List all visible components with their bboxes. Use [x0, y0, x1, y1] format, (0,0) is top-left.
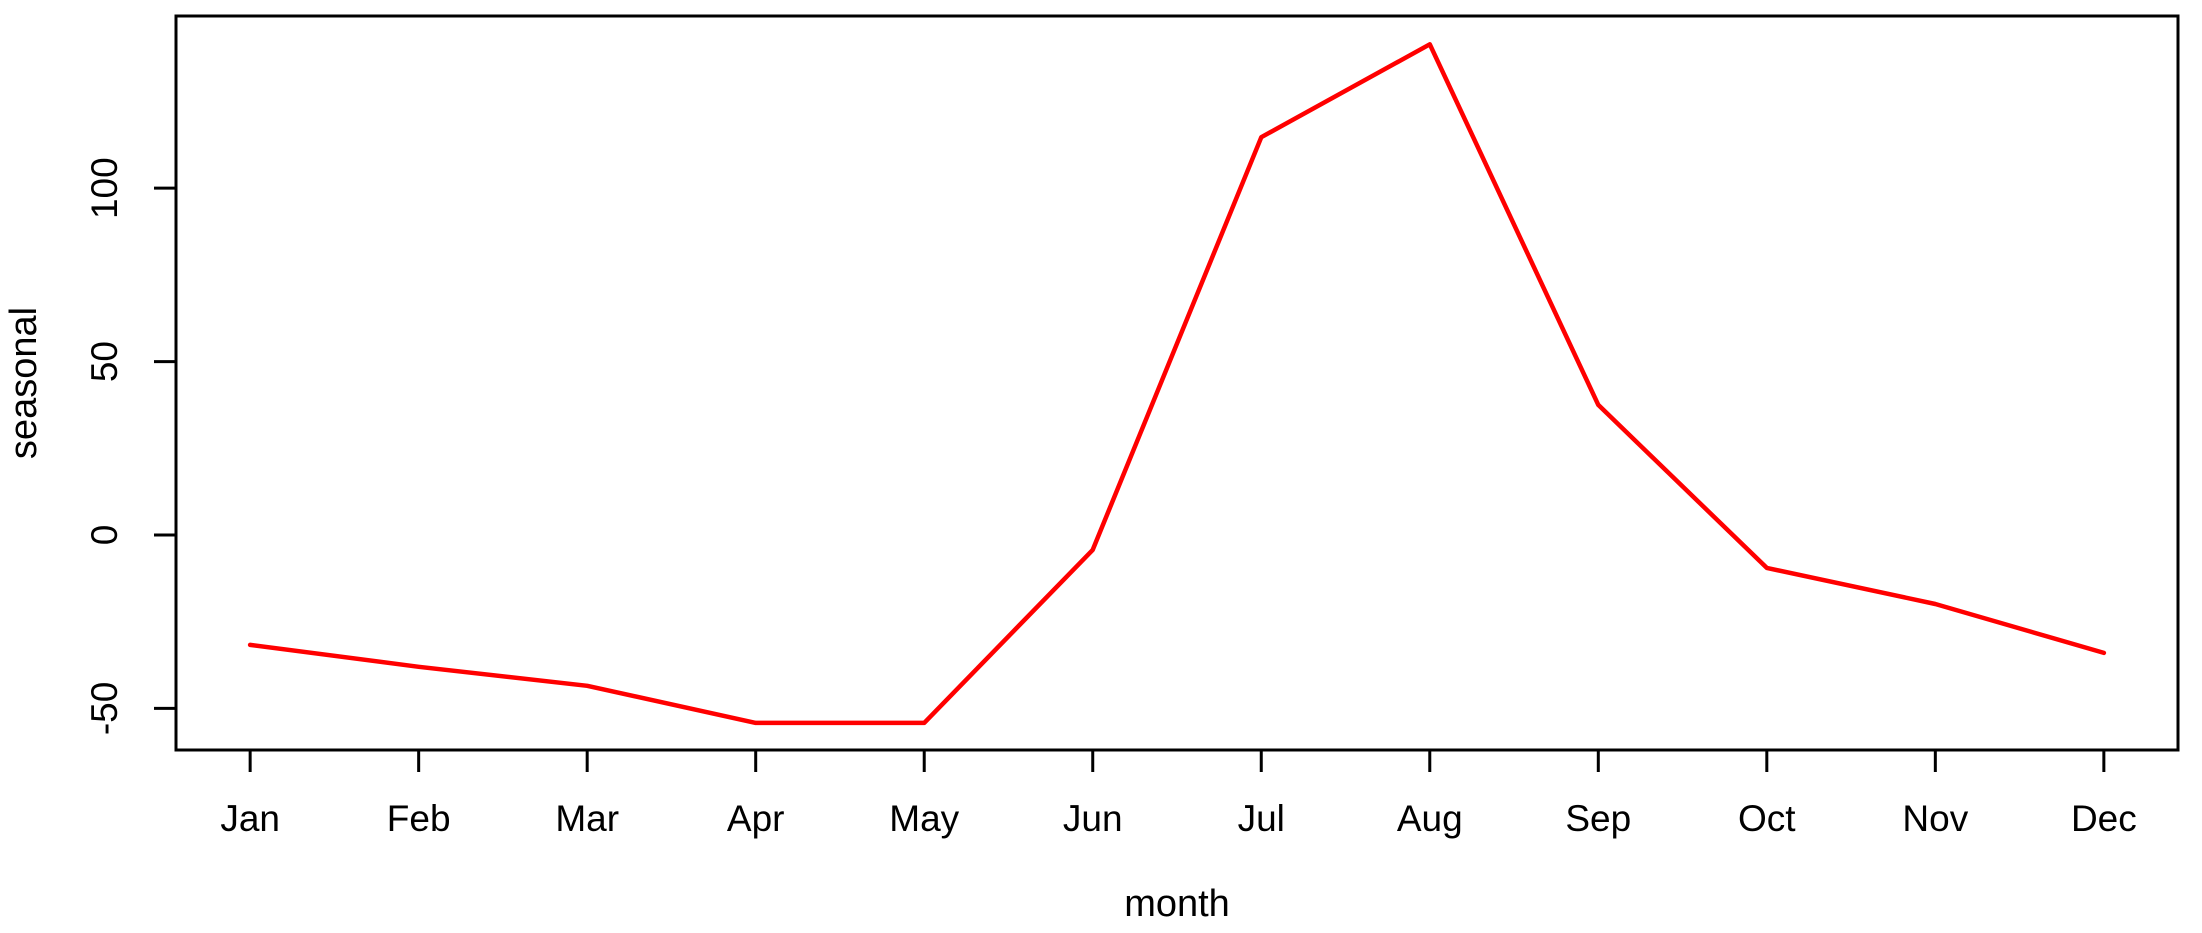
y-tick-label: 100: [84, 157, 125, 219]
x-tick-label: Jan: [220, 798, 280, 839]
plot-box: [174, 14, 2180, 752]
x-tick-label: May: [889, 798, 959, 839]
seasonal-series-line: [247, 42, 2107, 726]
x-tick-label: Dec: [2071, 798, 2137, 839]
x-tick-label: Apr: [727, 798, 785, 839]
y-axis-tick-labels: -50 0 50 100: [84, 157, 125, 735]
x-tick-label: Oct: [1738, 798, 1796, 839]
x-axis-tick-labels: Jan Feb Mar Apr May Jun Jul Aug Sep Oct Nov Dec: [220, 798, 2136, 839]
x-tick-label: Sep: [1565, 798, 1631, 839]
x-tick-label: Jun: [1063, 798, 1123, 839]
x-tick-label: Aug: [1397, 798, 1463, 839]
x-axis-title: month: [1124, 883, 1230, 925]
y-axis-title: seasonal: [3, 307, 45, 459]
y-tick-label: 0: [84, 525, 125, 546]
y-axis-ticks: [154, 186, 176, 710]
x-tick-label: Mar: [555, 798, 619, 839]
y-tick-label: -50: [84, 682, 125, 735]
x-tick-label: Nov: [1902, 798, 1968, 839]
x-tick-label: Jul: [1238, 798, 1285, 839]
x-axis-ticks: [248, 750, 2106, 772]
y-tick-label: 50: [84, 341, 125, 382]
x-tick-label: Feb: [387, 798, 451, 839]
